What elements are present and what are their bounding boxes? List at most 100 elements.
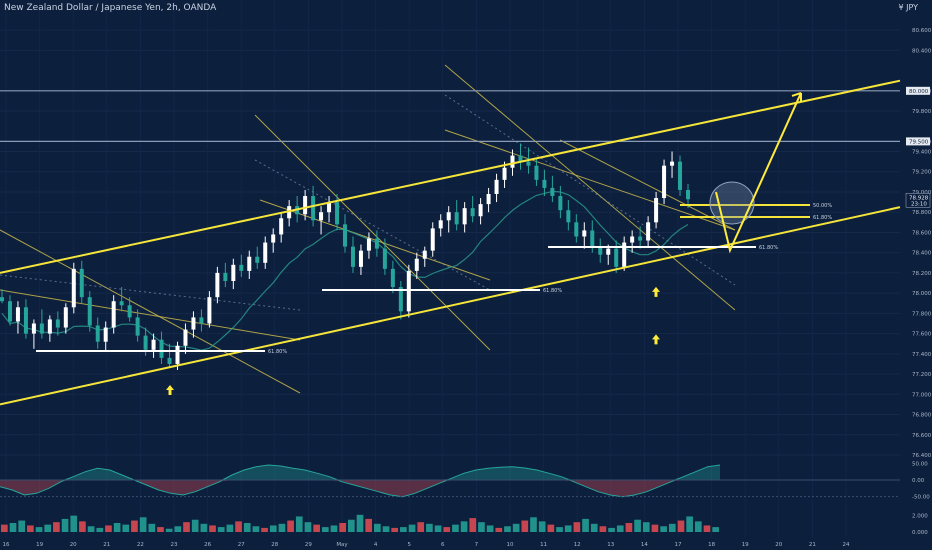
volume-bar <box>538 521 546 532</box>
time-tick-label: 5 <box>407 542 411 548</box>
pitchfork-line <box>444 64 736 311</box>
candle-body <box>247 256 252 271</box>
pitchfork-line <box>0 289 301 341</box>
candle-body <box>366 238 371 251</box>
price-level-tag <box>906 137 930 146</box>
volume-bar <box>35 527 43 532</box>
pitchfork-line <box>444 129 736 231</box>
candle-body <box>303 196 308 215</box>
pitchfork-line <box>254 114 491 351</box>
candle-body <box>47 319 52 334</box>
fib-label: 61.80% <box>268 349 287 355</box>
swing-low-arrow-icon <box>652 286 660 297</box>
time-tick-label: 20 <box>775 542 782 548</box>
volume-bar <box>139 517 147 532</box>
price-tick-label: 76.600 <box>912 433 932 439</box>
volume-bar <box>478 522 485 532</box>
time-tick-label: 22 <box>137 542 144 548</box>
time-tick-label: 11 <box>540 542 547 548</box>
pitchfork-line <box>559 139 736 231</box>
volume-bar <box>339 523 346 532</box>
time-tick-label: 6 <box>441 542 445 548</box>
price-tick-label: 79.800 <box>912 109 932 115</box>
price-tick-label: 79.400 <box>912 150 932 156</box>
volume-bar <box>599 526 607 532</box>
volume-bar <box>304 522 312 532</box>
time-axis[interactable]: 16 19 20 21 22 23 26 27 28 29 May 4 5 6 7 10 11 12 13 14 17 1… <box>3 542 850 548</box>
volume-bar <box>165 528 173 532</box>
volume-bar <box>512 523 520 532</box>
time-tick-label: 16 <box>3 542 10 548</box>
volume-bar <box>408 524 416 532</box>
candle-body <box>319 212 324 221</box>
price-tick-label: 77.600 <box>912 332 932 338</box>
candle-body <box>143 335 148 350</box>
swing-low-arrow-icon <box>652 334 660 345</box>
candle-body <box>199 317 204 324</box>
volume-bar <box>365 518 373 532</box>
price-tick-label: 78.800 <box>912 210 932 216</box>
candle-body <box>151 339 156 350</box>
oscillator-pane <box>0 464 900 498</box>
horizontal-levels-layer <box>0 90 900 142</box>
price-level-tag-label: 80.000 <box>909 89 929 95</box>
candle-body <box>23 307 28 334</box>
volume-tick-label: 0.000 <box>912 530 928 536</box>
volume-bar <box>382 526 390 532</box>
candle-body <box>350 246 355 267</box>
candle-body <box>271 234 276 243</box>
volume-bar <box>347 519 355 532</box>
volume-bar <box>122 524 130 532</box>
candle-body <box>446 212 451 221</box>
candle-body <box>111 301 116 328</box>
volume-bar <box>9 523 17 532</box>
volume-bar <box>573 522 581 532</box>
candle-body <box>550 187 555 197</box>
volume-bar <box>556 527 563 532</box>
time-tick-label: May <box>336 542 348 548</box>
volume-bar <box>642 522 650 532</box>
volume-bar <box>295 516 303 532</box>
volume-bar <box>330 525 338 532</box>
candle-body <box>335 202 340 225</box>
price-tick-label: 79.000 <box>912 190 932 196</box>
currency-label: ¥ JPY <box>898 3 918 12</box>
projection-arrowhead-icon <box>791 91 802 102</box>
candle-body <box>582 230 587 237</box>
volume-bar <box>209 525 216 532</box>
volume-bar <box>460 521 468 532</box>
candle-body <box>71 268 76 308</box>
time-tick-label: 19 <box>36 542 43 548</box>
candle-body <box>279 218 284 235</box>
time-tick-label: 10 <box>507 542 514 548</box>
candle-body <box>374 238 379 249</box>
current-price-tag <box>905 193 931 208</box>
volume-bar <box>582 518 589 532</box>
price-tick-label: 78.600 <box>912 230 932 236</box>
volume-bar <box>226 524 234 532</box>
volume-bar <box>608 527 615 532</box>
candle-body <box>358 250 363 267</box>
volume-bar <box>495 527 503 532</box>
volume-bar <box>677 520 685 532</box>
time-tick-label: 27 <box>238 542 245 548</box>
price-axis[interactable]: 80.600 80.400 80.000 79.800 79.500 79.400 79.2… <box>905 28 932 536</box>
volume-bar <box>200 523 208 532</box>
candle-body <box>79 268 84 298</box>
volume-bar <box>668 523 676 532</box>
oscillator-negative-area <box>0 480 720 497</box>
current-price-label: 78.928 <box>909 195 929 201</box>
annotations-layer <box>166 91 802 396</box>
volume-bar <box>287 520 294 532</box>
price-tick-label: 80.600 <box>912 28 932 34</box>
highlight-ellipse <box>709 181 755 225</box>
volume-bar <box>504 526 511 532</box>
price-tick-label: 78.200 <box>912 271 932 277</box>
candle-body <box>646 222 651 241</box>
time-tick-label: 26 <box>204 542 211 548</box>
volume-bar <box>391 527 399 532</box>
volume-bar <box>131 520 138 532</box>
